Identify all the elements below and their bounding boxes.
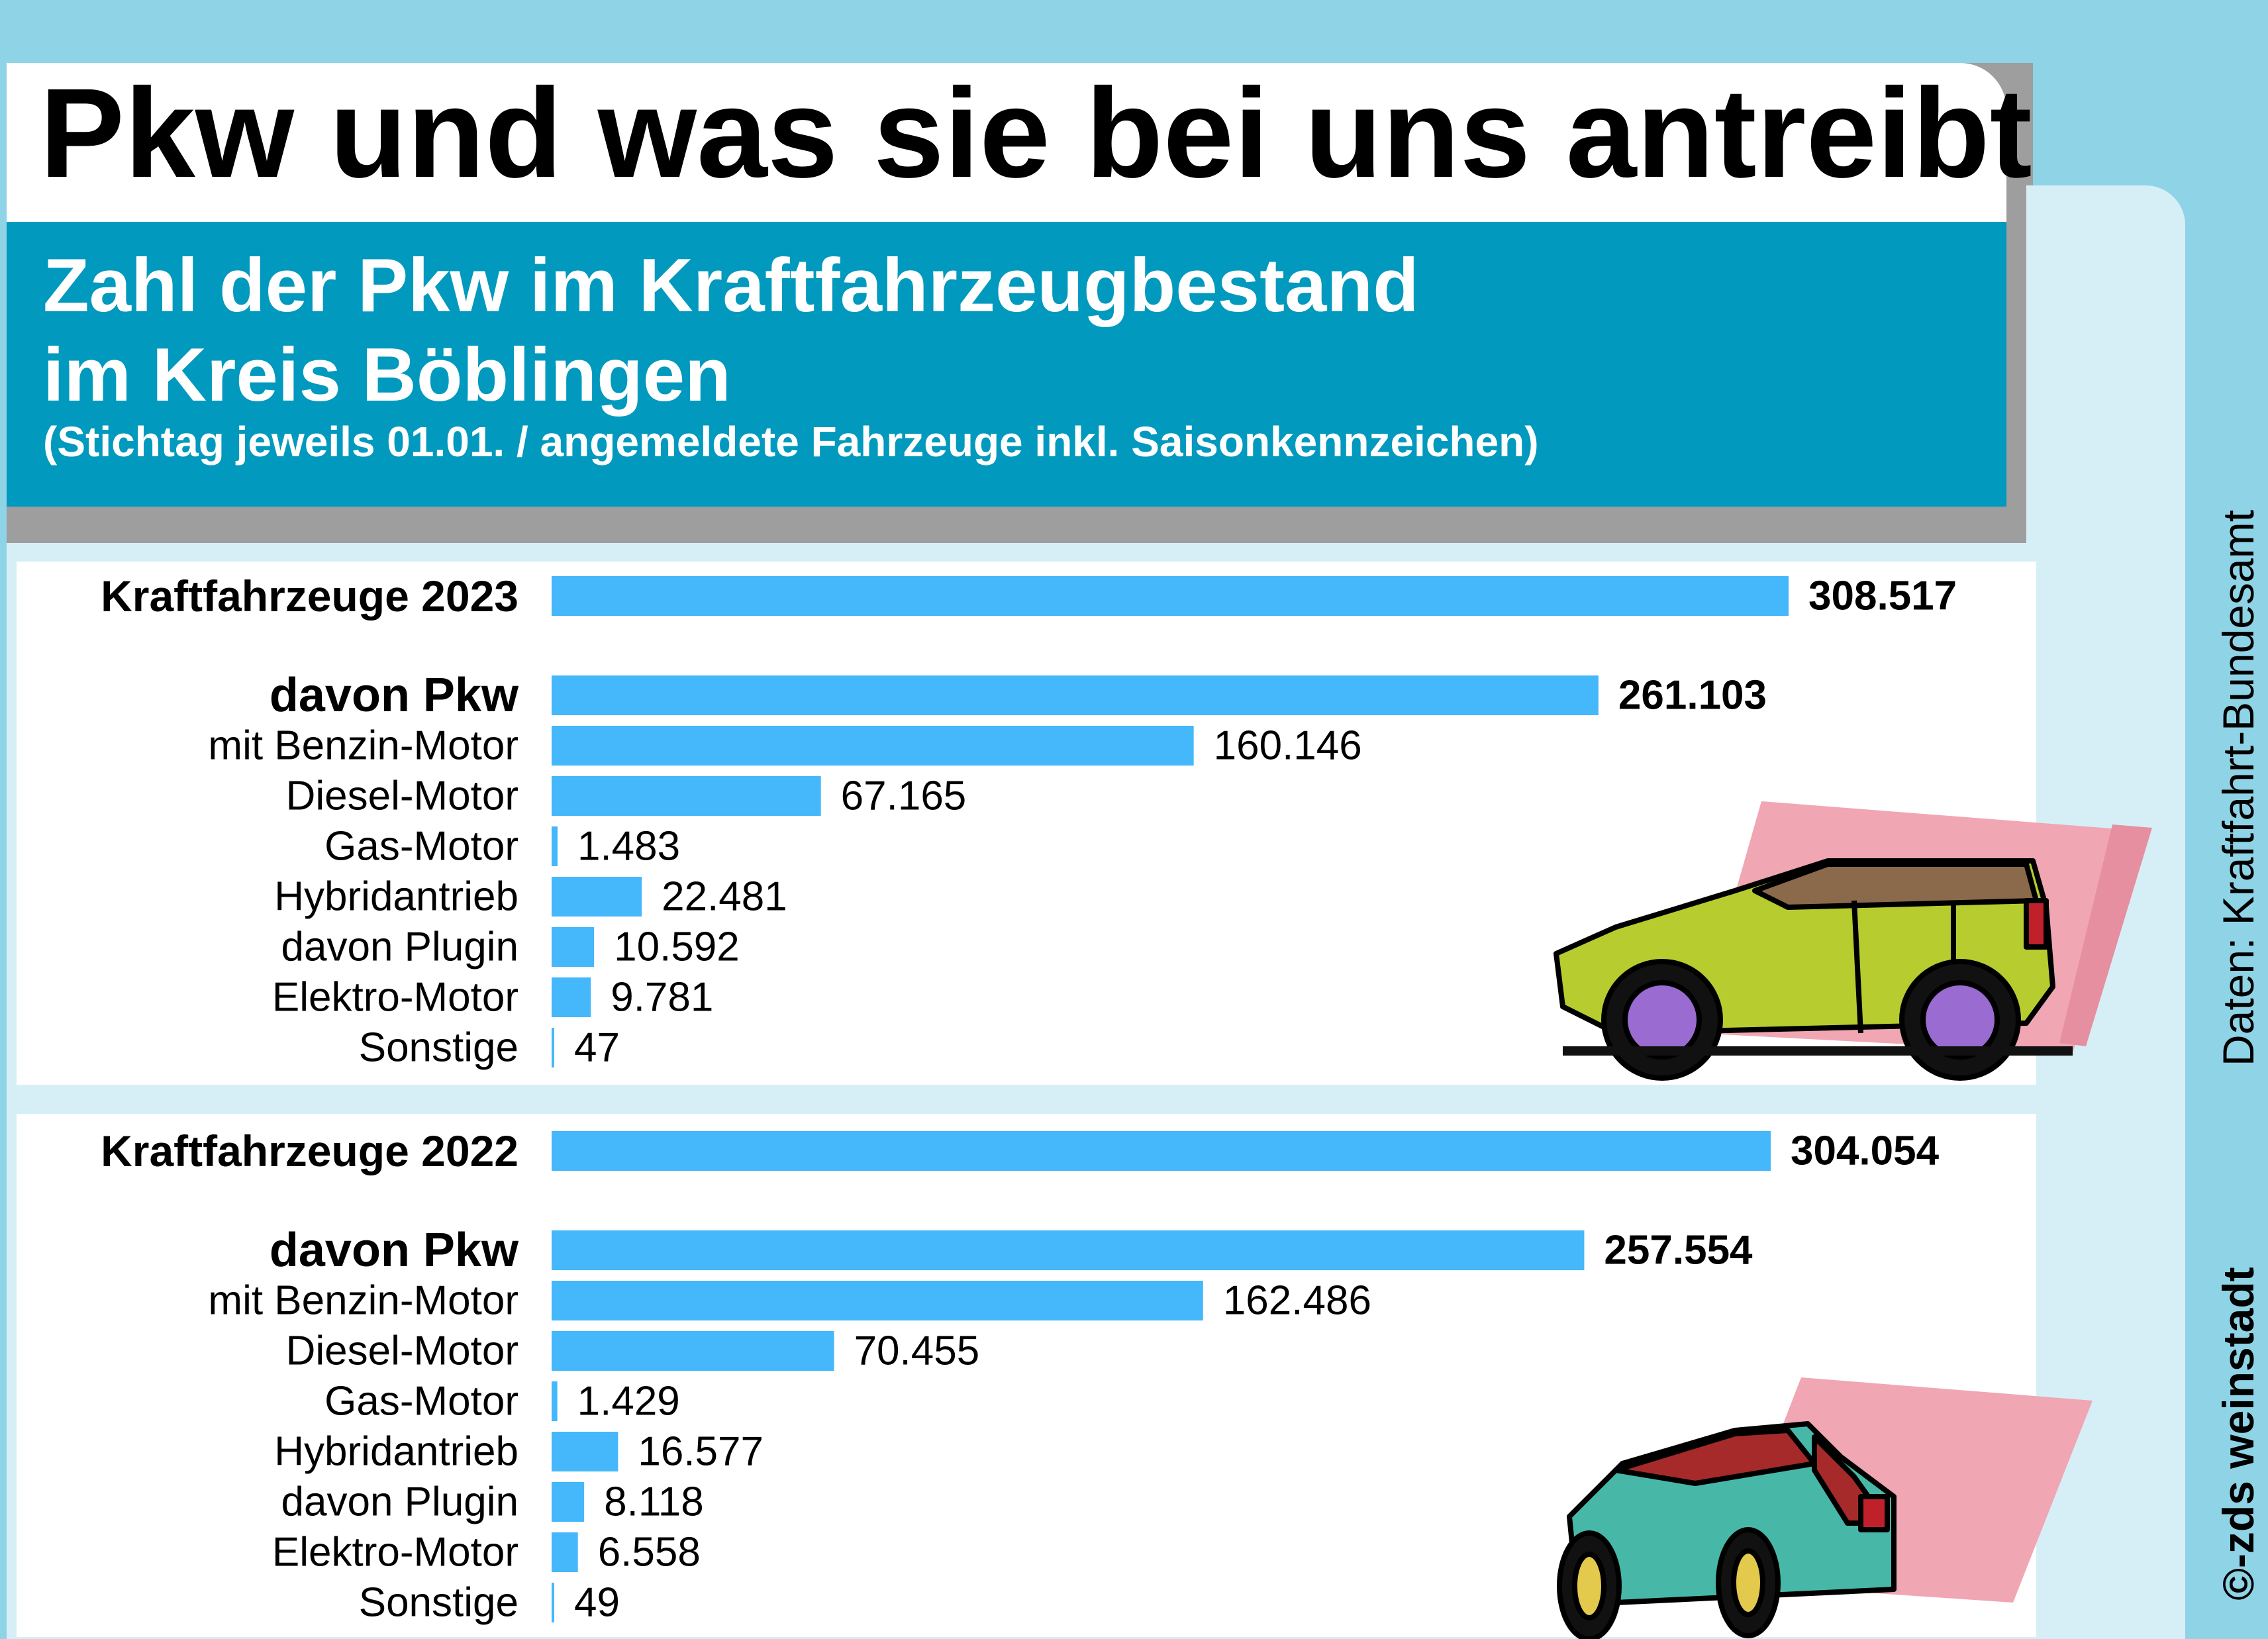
bar: [552, 1432, 618, 1471]
value-label: 6.558: [598, 1530, 701, 1575]
value-label: 1.429: [577, 1379, 680, 1424]
value-label: 49: [574, 1580, 620, 1626]
subtitle-panel: [7, 222, 2006, 507]
category-label: davon Pkw: [270, 669, 519, 722]
category-label: davon Pkw: [270, 1224, 519, 1277]
suv-car-icon: [1553, 801, 2152, 1081]
bar: [552, 826, 558, 866]
category-label: Elektro-Motor: [272, 975, 518, 1020]
bar: [552, 927, 595, 967]
station-wagon-car-icon: [1557, 1377, 2093, 1639]
bar: [552, 576, 1789, 616]
data-source: Daten: Kraftfahrt-Bundesamt: [2214, 509, 2263, 1067]
bar: [552, 1532, 578, 1572]
category-label: Diesel-Motor: [286, 1328, 518, 1374]
value-label: 47: [574, 1025, 620, 1071]
category-label: Sonstige: [359, 1580, 518, 1626]
bar: [552, 776, 821, 816]
value-label: 304.054: [1791, 1128, 1940, 1174]
decorative-strip: [2026, 185, 2185, 546]
category-label: Diesel-Motor: [286, 773, 518, 819]
bar: [552, 977, 591, 1017]
bar: [552, 1331, 834, 1371]
bar: [552, 1028, 554, 1068]
value-label: 308.517: [1808, 573, 1957, 619]
category-label: Gas-Motor: [324, 1379, 518, 1424]
value-label: 70.455: [854, 1328, 980, 1374]
category-label: Hybridantrieb: [274, 874, 518, 920]
value-label: 160.146: [1214, 723, 1362, 769]
category-label: mit Benzin-Motor: [208, 723, 518, 769]
bar: [552, 675, 1599, 715]
bar: [552, 1281, 1203, 1320]
subtitle-line-2: im Kreis Böblingen: [43, 333, 731, 417]
category-label: Kraftfahrzeuge 2023: [101, 571, 518, 621]
value-label: 9.781: [611, 975, 713, 1020]
bar: [552, 726, 1194, 766]
category-label: Elektro-Motor: [272, 1530, 518, 1575]
value-label: 67.165: [841, 773, 967, 819]
copyright: ©-zds weinstadt: [2214, 1267, 2263, 1601]
page-title: Pkw und was sie bei uns antreibt: [40, 62, 2032, 204]
bar: [552, 1482, 585, 1522]
value-label: 261.103: [1618, 673, 1767, 719]
category-label: Sonstige: [359, 1025, 518, 1071]
bar: [552, 1131, 1771, 1171]
title-panel: [7, 63, 2006, 222]
bar: [552, 1583, 554, 1622]
category-label: davon Plugin: [281, 924, 519, 970]
bar: [552, 1381, 558, 1421]
value-label: 1.483: [577, 824, 680, 869]
value-label: 10.592: [614, 924, 740, 970]
category-label: Hybridantrieb: [274, 1429, 518, 1475]
value-label: 257.554: [1604, 1228, 1753, 1273]
bar: [552, 877, 642, 917]
bar: [552, 1230, 1585, 1270]
value-label: 22.481: [662, 874, 787, 920]
category-label: Kraftfahrzeuge 2022: [101, 1126, 518, 1175]
value-label: 8.118: [604, 1479, 704, 1525]
category-label: Gas-Motor: [324, 824, 518, 869]
value-label: 16.577: [638, 1429, 764, 1475]
category-label: davon Plugin: [281, 1479, 519, 1525]
category-label: mit Benzin-Motor: [208, 1278, 518, 1324]
subtitle-note: (Stichtag jeweils 01.01. / angemeldete F…: [43, 418, 1539, 466]
value-label: 162.486: [1223, 1278, 1371, 1324]
subtitle-line-1: Zahl der Pkw im Kraftfahrzeugbestand: [43, 244, 1419, 328]
